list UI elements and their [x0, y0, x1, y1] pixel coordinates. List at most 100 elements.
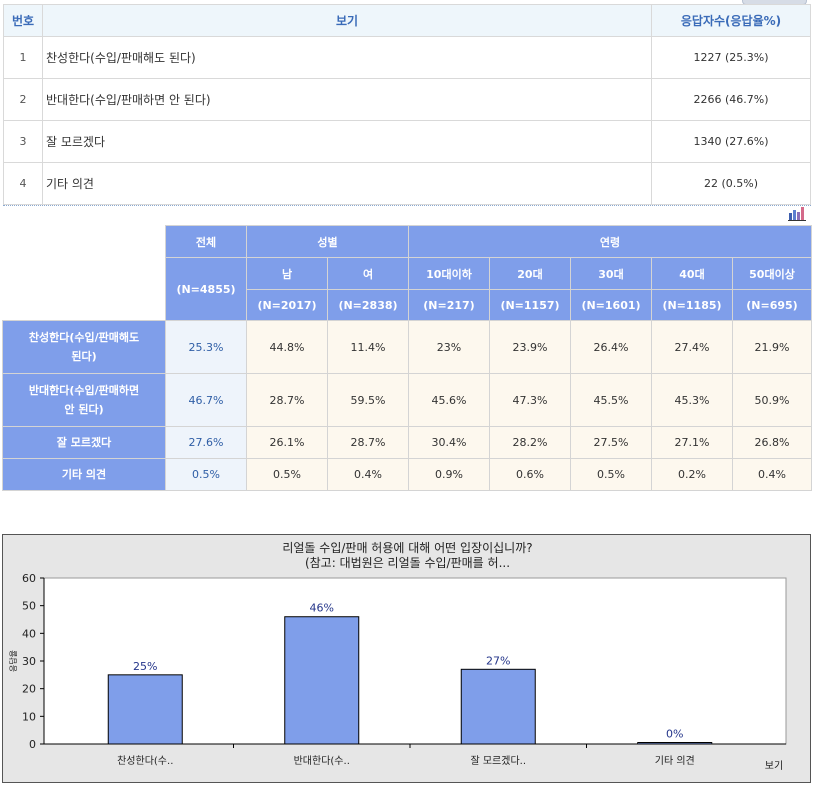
cell-total: 25.3% — [165, 320, 247, 374]
x-tick-label: 잘 모르겠다.. — [470, 755, 526, 767]
row-label: 반대한다(수입/판매하면 안 된다) — [2, 373, 166, 427]
col-header: 10대이하 — [408, 257, 490, 290]
cell-value: 45.6% — [408, 373, 490, 427]
table-row: 잘 모르겠다 27.6% 26.1% 28.7% 30.4% 28.2% 27.… — [2, 426, 812, 459]
col-header: 여 — [327, 257, 409, 290]
row-number: 1 — [3, 36, 43, 79]
row-number: 3 — [3, 120, 43, 163]
y-axis-label: 응답율 — [8, 650, 18, 672]
row-number: 2 — [3, 78, 43, 121]
row-count: 22 (0.5%) — [651, 162, 811, 205]
chart-toggle-icon[interactable] — [788, 207, 806, 221]
cell-value: 45.3% — [651, 373, 733, 427]
bar — [284, 616, 360, 745]
table-row: 2 반대한다(수입/판매하면 안 된다) 2266 (46.7%) — [3, 78, 811, 121]
row-label-line1: 찬성한다(수입/판매해도 — [28, 331, 140, 344]
table-row: 반대한다(수입/판매하면 안 된다) 46.7% 28.7% 59.5% 45.… — [2, 373, 812, 427]
x-tick-label: 반대한다(수.. — [294, 755, 350, 767]
col-header: 50대이상 — [732, 257, 812, 290]
row-label-line2: 된다) — [71, 350, 97, 363]
x-axis-label: 보기 — [765, 760, 783, 772]
y-tick-label: 60 — [22, 572, 36, 585]
header-total: 전체 — [165, 225, 247, 258]
row-number: 4 — [3, 162, 43, 205]
cell-value: 0.9% — [408, 458, 490, 491]
cell-value: 0.5% — [246, 458, 328, 491]
bar — [460, 668, 536, 745]
cell-value: 47.3% — [489, 373, 571, 427]
cell-value: 23% — [408, 320, 490, 374]
breakdown-table: 전체 성별 연령 (N=4855) 남 여 10대이하 20대 30대 40대 … — [2, 225, 812, 491]
row-option: 잘 모르겠다 — [42, 120, 652, 163]
row-label: 찬성한다(수입/판매해도 된다) — [2, 320, 166, 374]
col-n: (N=2838) — [327, 289, 409, 321]
cell-value: 0.4% — [732, 458, 812, 491]
bar-data-label: 25% — [133, 660, 157, 673]
col-n: (N=1601) — [570, 289, 652, 321]
cell-value: 0.6% — [489, 458, 571, 491]
cell-value: 28.7% — [327, 426, 409, 459]
bar-data-label: 0% — [666, 728, 683, 741]
header-count: 응답자수(응답율%) — [651, 4, 811, 37]
row-count: 2266 (46.7%) — [651, 78, 811, 121]
corner-blank — [2, 225, 166, 321]
col-header: 20대 — [489, 257, 571, 290]
cell-value: 21.9% — [732, 320, 812, 374]
bar — [107, 674, 183, 745]
col-header: 30대 — [570, 257, 652, 290]
cell-value: 45.5% — [570, 373, 652, 427]
cell-value: 44.8% — [246, 320, 328, 374]
cell-value: 0.5% — [570, 458, 652, 491]
table-row: 찬성한다(수입/판매해도 된다) 25.3% 44.8% 11.4% 23% 2… — [2, 320, 812, 374]
dotted-divider — [3, 205, 811, 206]
breakdown-header-row-1: 전체 성별 연령 — [2, 225, 812, 321]
chart-panel: 리얼돌 수입/판매 허용에 대해 어떤 입장이십니까? (참고: 대법원은 리얼… — [2, 534, 811, 783]
cell-value: 28.7% — [246, 373, 328, 427]
header-no: 번호 — [3, 4, 43, 37]
row-option: 찬성한다(수입/판매해도 된다) — [42, 36, 652, 79]
x-tick-label: 기타 의견 — [655, 755, 695, 767]
cell-total: 27.6% — [165, 426, 247, 459]
header-option: 보기 — [42, 4, 652, 37]
cell-value: 27.1% — [651, 426, 733, 459]
cell-value: 27.5% — [570, 426, 652, 459]
x-tick-label: 찬성한다(수.. — [117, 755, 173, 767]
cell-total: 0.5% — [165, 458, 247, 491]
col-n: (N=1157) — [489, 289, 571, 321]
chart-subtitle: (참고: 대법원은 리얼돌 수입/판매를 허... — [304, 556, 511, 570]
cell-value: 23.9% — [489, 320, 571, 374]
bar-chart: 0 10 20 30 40 50 60 응답율 25% 찬성한다(수.. 46% 반대한다(수.. 27… — [8, 572, 787, 772]
y-tick-label: 0 — [29, 738, 36, 751]
row-label: 잘 모르겠다 — [2, 426, 166, 459]
col-n: (N=2017) — [246, 289, 328, 321]
row-count: 1340 (27.6%) — [651, 120, 811, 163]
row-label-line1: 반대한다(수입/판매하면 — [28, 384, 140, 397]
header-age: 연령 — [408, 225, 812, 258]
cell-value: 59.5% — [327, 373, 409, 427]
col-n: (N=695) — [732, 289, 812, 321]
y-tick-label: 50 — [22, 600, 36, 613]
row-label: 기타 의견 — [2, 458, 166, 491]
cell-value: 11.4% — [327, 320, 409, 374]
cell-value: 0.4% — [327, 458, 409, 491]
results-table: 번호 보기 응답자수(응답율%) 1 찬성한다(수입/판매해도 된다) 1227… — [3, 4, 811, 205]
row-option: 반대한다(수입/판매하면 안 된다) — [42, 78, 652, 121]
cell-value: 26.1% — [246, 426, 328, 459]
bar-data-label: 27% — [486, 654, 510, 667]
bar — [637, 742, 713, 745]
col-n: (N=217) — [408, 289, 490, 321]
y-tick-label: 10 — [22, 710, 36, 723]
row-option: 기타 의견 — [42, 162, 652, 205]
cell-total: 46.7% — [165, 373, 247, 427]
cell-value: 28.2% — [489, 426, 571, 459]
col-header: 40대 — [651, 257, 733, 290]
cell-value: 30.4% — [408, 426, 490, 459]
y-tick-label: 30 — [22, 655, 36, 668]
chart-title: 리얼돌 수입/판매 허용에 대해 어떤 입장이십니까? — [282, 541, 533, 555]
cell-value: 27.4% — [651, 320, 733, 374]
table-row: 3 잘 모르겠다 1340 (27.6%) — [3, 120, 811, 163]
cell-value: 50.9% — [732, 373, 812, 427]
cell-value: 26.4% — [570, 320, 652, 374]
cell-value: 26.8% — [732, 426, 812, 459]
col-n: (N=1185) — [651, 289, 733, 321]
